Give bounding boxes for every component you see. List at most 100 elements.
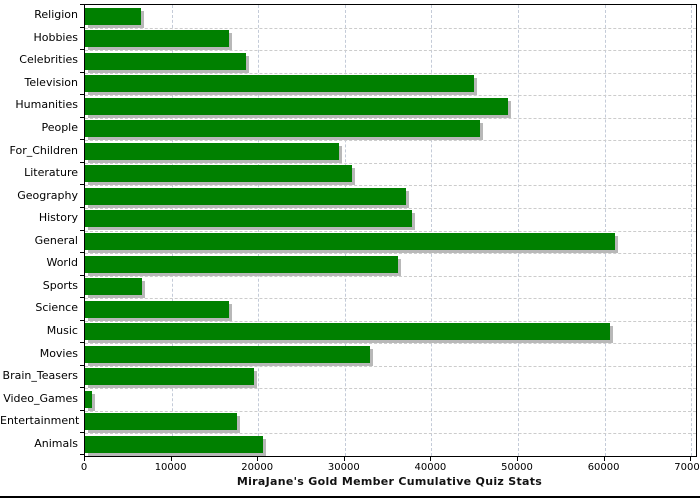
h-gridline xyxy=(85,95,696,97)
bar xyxy=(85,97,509,115)
bar xyxy=(85,368,254,386)
h-gridline xyxy=(85,410,696,412)
h-gridline xyxy=(85,185,696,187)
plot-area xyxy=(84,4,697,457)
x-axis-tick-label: 40000 xyxy=(414,462,447,473)
y-axis-label: Movies xyxy=(39,346,78,360)
y-axis-tick xyxy=(80,139,85,141)
y-axis-tick xyxy=(80,432,85,434)
x-axis-tick xyxy=(343,456,345,461)
y-axis-label: Video_Games xyxy=(3,391,78,405)
y-axis-tick xyxy=(80,116,85,118)
y-axis-tick xyxy=(80,364,85,366)
bar xyxy=(85,323,610,341)
y-axis-label: General xyxy=(34,233,78,247)
h-gridline xyxy=(85,72,696,74)
h-gridline xyxy=(85,162,696,164)
y-axis-tick xyxy=(80,229,85,231)
bar xyxy=(85,255,398,273)
y-axis-label: Entertainment xyxy=(0,414,80,428)
bottom-border-line xyxy=(0,496,700,498)
y-axis-label: Animals xyxy=(34,436,78,450)
x-axis-tick xyxy=(603,456,605,461)
bar xyxy=(85,187,407,205)
h-gridline xyxy=(85,433,696,435)
y-axis-label: Geography xyxy=(17,188,78,202)
y-axis-tick xyxy=(80,454,85,455)
y-axis-label: History xyxy=(38,211,78,225)
h-gridline xyxy=(85,320,696,322)
y-axis-tick xyxy=(80,252,85,254)
bar xyxy=(85,7,142,25)
x-axis-tick xyxy=(430,456,432,461)
h-gridline xyxy=(85,230,696,232)
y-axis-label: Religion xyxy=(34,8,78,22)
x-axis-tick xyxy=(257,456,259,461)
x-axis-tick xyxy=(84,456,85,461)
y-axis-tick xyxy=(80,26,85,28)
bar xyxy=(85,300,229,318)
bar xyxy=(85,30,229,48)
y-axis-label: For_Children xyxy=(9,143,78,157)
y-axis-label: Celebrities xyxy=(19,53,78,67)
y-axis-tick xyxy=(80,342,85,344)
bar xyxy=(85,435,263,453)
y-axis-label: Science xyxy=(35,301,78,315)
y-axis-label: Humanities xyxy=(15,98,78,112)
x-axis-tick-label: 10000 xyxy=(154,462,187,473)
y-axis-label: Music xyxy=(46,323,78,337)
h-gridline xyxy=(85,207,696,209)
bar xyxy=(85,345,370,363)
y-axis-tick xyxy=(80,206,85,208)
x-axis-tick-label: 20000 xyxy=(241,462,274,473)
h-gridline xyxy=(85,117,696,119)
y-axis-tick xyxy=(80,319,85,321)
y-axis-label: People xyxy=(41,121,78,135)
x-axis-tick-label: 50000 xyxy=(501,462,533,473)
x-axis-tick xyxy=(517,456,518,461)
y-axis-tick xyxy=(80,4,85,5)
x-axis-tick-label: 30000 xyxy=(327,462,360,473)
y-axis-tick xyxy=(80,274,85,276)
y-axis-label: Literature xyxy=(24,166,78,180)
bar xyxy=(85,75,474,93)
x-axis-tick xyxy=(690,456,692,461)
h-gridline xyxy=(85,298,696,300)
x-axis-tick-label: 60000 xyxy=(587,462,620,473)
chart-title: MiraJane's Gold Member Cumulative Quiz S… xyxy=(236,475,543,488)
h-gridline xyxy=(85,27,696,29)
x-axis-tick-label: 70000 xyxy=(674,462,700,473)
h-gridline xyxy=(85,365,696,367)
h-gridline xyxy=(85,140,696,142)
bar xyxy=(85,165,352,183)
h-gridline xyxy=(85,275,696,277)
y-axis-tick xyxy=(80,71,85,73)
bar xyxy=(85,413,237,431)
bar xyxy=(85,142,339,160)
y-axis-label: World xyxy=(46,256,78,270)
bar xyxy=(85,52,247,70)
bar xyxy=(85,278,143,296)
bar xyxy=(85,210,413,228)
x-axis-tick xyxy=(170,456,172,461)
h-gridline xyxy=(85,388,696,390)
y-axis-tick xyxy=(80,297,85,299)
y-axis-tick xyxy=(80,387,85,389)
y-axis-tick xyxy=(80,49,85,51)
y-axis-label: Brain_Teasers xyxy=(2,369,78,383)
bar xyxy=(85,120,480,138)
y-axis-tick xyxy=(80,161,85,163)
y-axis-label: Hobbies xyxy=(33,30,78,44)
y-axis-tick xyxy=(80,184,85,186)
y-axis-tick xyxy=(80,94,85,96)
y-axis-tick xyxy=(80,409,85,411)
bar xyxy=(85,233,615,250)
y-axis-label: Television xyxy=(24,75,79,89)
h-gridline xyxy=(85,343,696,345)
h-gridline xyxy=(85,253,696,255)
y-axis-label: Sports xyxy=(42,278,78,292)
h-gridline xyxy=(85,50,696,52)
x-axis-tick-label: 0 xyxy=(80,462,88,473)
bar xyxy=(85,390,92,408)
